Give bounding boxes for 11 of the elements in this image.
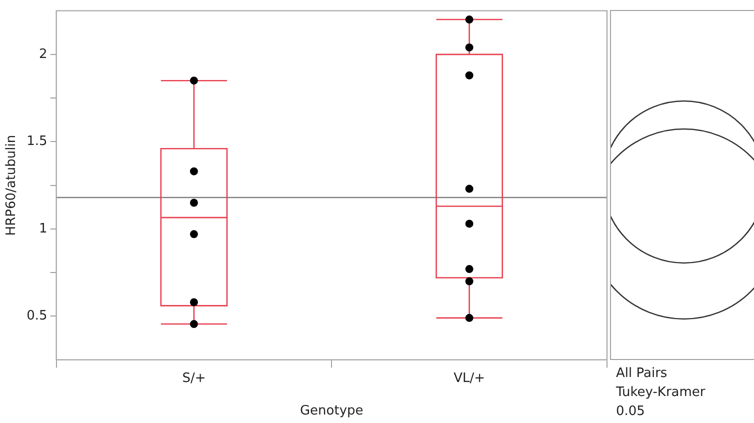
text: All Pairs xyxy=(616,365,668,383)
x-axis-title: Genotype xyxy=(300,404,364,419)
y-tick-label: 1.5 xyxy=(26,134,48,150)
x-tick-label: S/+ xyxy=(182,370,206,386)
text: 0.05 xyxy=(616,403,646,421)
text: Tukey-Kramer xyxy=(616,384,706,402)
y-tick-label: 1 xyxy=(38,221,48,236)
y-tick-label: 2 xyxy=(38,46,48,62)
y-axis-title: HRP60/atubulin xyxy=(4,134,20,236)
y-tick-label: 0.5 xyxy=(26,308,48,324)
x-tick-label: VL/+ xyxy=(454,370,486,386)
